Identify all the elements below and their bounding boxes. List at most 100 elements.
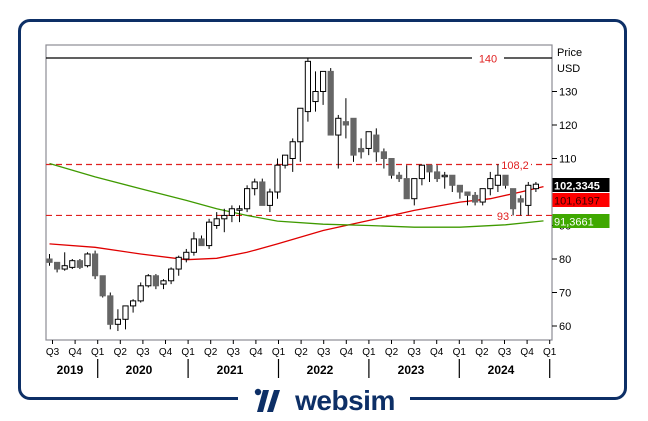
brand-footer: websim bbox=[238, 386, 410, 416]
candle bbox=[517, 198, 524, 203]
price-tag bbox=[552, 193, 610, 207]
x-quarter-label: Q1 bbox=[453, 347, 467, 358]
candle bbox=[122, 305, 129, 320]
candle bbox=[145, 275, 152, 287]
candle bbox=[358, 147, 365, 153]
price-tag bbox=[552, 178, 610, 192]
candle bbox=[266, 191, 273, 206]
candle bbox=[449, 174, 456, 186]
candle bbox=[76, 260, 84, 268]
x-quarter-label: Q4 bbox=[340, 347, 354, 358]
level-label: 140 bbox=[479, 54, 497, 66]
moving-average-line bbox=[49, 162, 544, 228]
candle bbox=[396, 174, 403, 180]
x-quarter-label: Q3 bbox=[317, 347, 331, 358]
x-quarter-label: Q2 bbox=[475, 347, 489, 358]
horizontal-levels: 140 108,2 93 bbox=[46, 51, 552, 223]
candle bbox=[251, 181, 258, 190]
x-axis: Q3 Q4 Q1 Q2 Q3 Q4 Q1 Q2 Q3 Q4 Q1 Q2 Q3 Q4 Q1 Q2 Q3 Q4 Q1 Q2… bbox=[46, 340, 557, 378]
y-tick-label: 130 bbox=[559, 87, 577, 99]
y-tick-label: 110 bbox=[559, 154, 577, 166]
candle bbox=[130, 300, 137, 307]
candle bbox=[365, 131, 372, 149]
candle bbox=[297, 107, 304, 143]
candle bbox=[327, 70, 334, 136]
candle bbox=[304, 60, 311, 113]
candle bbox=[441, 174, 448, 178]
price-tag-label: 101,6197 bbox=[554, 196, 600, 208]
x-quarter-label: Q2 bbox=[385, 347, 399, 358]
candle bbox=[434, 171, 441, 180]
candle bbox=[92, 253, 99, 277]
candle bbox=[380, 151, 387, 160]
candle bbox=[99, 275, 106, 297]
x-year-label: 2021 bbox=[217, 363, 244, 377]
candle bbox=[107, 295, 114, 325]
y-tick-label: 60 bbox=[559, 321, 571, 333]
candle bbox=[168, 268, 175, 282]
x-quarter-label: Q3 bbox=[136, 347, 150, 358]
x-year-label: 2024 bbox=[488, 363, 515, 377]
candle bbox=[289, 141, 296, 159]
x-quarter-label: Q2 bbox=[294, 347, 308, 358]
x-quarter-label: Q4 bbox=[520, 347, 534, 358]
x-quarter-label: Q1 bbox=[91, 347, 105, 358]
candle bbox=[388, 158, 395, 176]
x-quarter-label: Q2 bbox=[114, 347, 128, 358]
candle bbox=[464, 191, 471, 196]
x-quarter-label: Q4 bbox=[159, 347, 173, 358]
candle bbox=[137, 285, 144, 302]
candle bbox=[175, 256, 182, 270]
x-quarter-label: Q4 bbox=[430, 347, 444, 358]
candle bbox=[342, 121, 349, 126]
candle bbox=[350, 117, 357, 156]
x-quarter-label: Q3 bbox=[46, 347, 60, 358]
candle bbox=[236, 208, 243, 211]
candle bbox=[479, 188, 486, 203]
candle bbox=[221, 214, 228, 220]
y-tick-label: 120 bbox=[559, 120, 577, 132]
candlesticks bbox=[46, 58, 539, 332]
candle bbox=[418, 164, 425, 180]
x-quarter-label: Q2 bbox=[204, 347, 218, 358]
candle bbox=[228, 208, 236, 216]
websim-logo-icon bbox=[254, 388, 281, 412]
candle bbox=[320, 70, 327, 93]
candle bbox=[152, 275, 160, 287]
x-quarter-label: Q1 bbox=[272, 347, 286, 358]
candle bbox=[494, 174, 501, 186]
price-tags: 102,3345 101,6197 91,3661 bbox=[552, 178, 610, 229]
candle bbox=[274, 164, 281, 193]
candle bbox=[426, 164, 433, 173]
x-year-label: 2020 bbox=[126, 363, 153, 377]
x-quarter-label: Q1 bbox=[543, 347, 557, 358]
candle bbox=[487, 178, 494, 190]
x-quarter-label: Q3 bbox=[227, 347, 241, 358]
candle bbox=[244, 188, 251, 210]
x-quarter-label: Q3 bbox=[498, 347, 512, 358]
candle bbox=[411, 178, 418, 200]
brand-name: websim bbox=[295, 385, 395, 416]
plot-area bbox=[45, 44, 553, 341]
candle bbox=[510, 188, 517, 210]
x-year-label: 2022 bbox=[307, 363, 334, 377]
x-quarter-label: Q4 bbox=[68, 347, 82, 358]
axis-title-currency: USD bbox=[557, 63, 580, 75]
axis-title-price: Price bbox=[557, 47, 582, 59]
candle bbox=[472, 194, 479, 203]
y-tick-label: 80 bbox=[559, 254, 571, 266]
candle bbox=[160, 280, 167, 285]
candle bbox=[61, 265, 68, 270]
candle bbox=[403, 178, 410, 200]
candle bbox=[335, 117, 342, 136]
candle bbox=[259, 181, 266, 206]
candle bbox=[373, 134, 380, 153]
candle bbox=[532, 183, 539, 190]
y-tick-label: 70 bbox=[559, 288, 571, 300]
level-label: 93 bbox=[497, 211, 509, 223]
x-quarter-label: Q1 bbox=[181, 347, 195, 358]
x-year-label: 2023 bbox=[398, 363, 425, 377]
candle bbox=[282, 154, 289, 166]
candle bbox=[190, 238, 198, 253]
